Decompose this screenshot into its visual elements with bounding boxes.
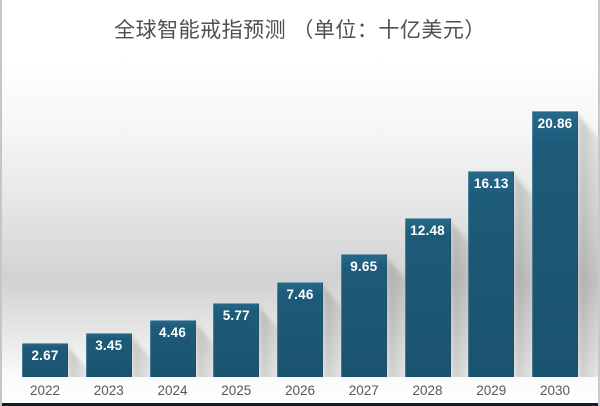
bar-value-label: 20.86 bbox=[537, 116, 573, 131]
bar: 3.45 bbox=[85, 333, 132, 377]
bar-value-label: 5.77 bbox=[222, 308, 250, 323]
bar: 12.48 bbox=[404, 218, 451, 377]
bar: 16.13 bbox=[468, 171, 515, 377]
bar: 9.65 bbox=[340, 254, 387, 377]
x-axis-label: 2028 bbox=[412, 383, 443, 398]
x-axis-label: 2029 bbox=[476, 383, 507, 398]
x-axis-label: 2024 bbox=[157, 383, 188, 398]
bar: 20.86 bbox=[532, 111, 578, 377]
x-axis-label: 2023 bbox=[93, 383, 124, 398]
x-axis-label: 2022 bbox=[29, 383, 61, 398]
bar-value-label: 9.65 bbox=[350, 259, 378, 274]
plot-area: 2.67 3.45 4.46 5.77 7.46 9.65 12.48 16.13 20.86 bbox=[2, 60, 598, 377]
chart-panel: 2.67 3.45 4.46 5.77 7.46 9.65 12.48 16.13 20.86 … bbox=[2, 60, 598, 403]
bar-value-label: 3.45 bbox=[95, 338, 123, 353]
chart-title: 全球智能戒指预测 （单位：十亿美元） bbox=[114, 19, 486, 42]
bar-value-label: 2.67 bbox=[31, 348, 59, 363]
x-axis-label: 2025 bbox=[221, 383, 252, 398]
bar-value-label: 4.46 bbox=[158, 325, 187, 340]
bar: 4.46 bbox=[149, 320, 196, 377]
bar: 2.67 bbox=[22, 343, 68, 377]
x-axis: 2022 2023 2024 2025 2026 2027 2028 2029 2030 bbox=[2, 383, 598, 398]
bar-value-label: 12.48 bbox=[410, 223, 445, 238]
bar: 7.46 bbox=[277, 282, 323, 377]
bar: 5.77 bbox=[213, 303, 260, 377]
bottom-border-strip bbox=[2, 403, 598, 406]
x-axis-label: 2030 bbox=[539, 383, 571, 398]
bar-value-label: 16.13 bbox=[473, 176, 509, 191]
bar-value-label: 7.46 bbox=[286, 287, 314, 302]
x-axis-label: 2027 bbox=[348, 383, 379, 398]
x-axis-label: 2026 bbox=[284, 383, 316, 398]
